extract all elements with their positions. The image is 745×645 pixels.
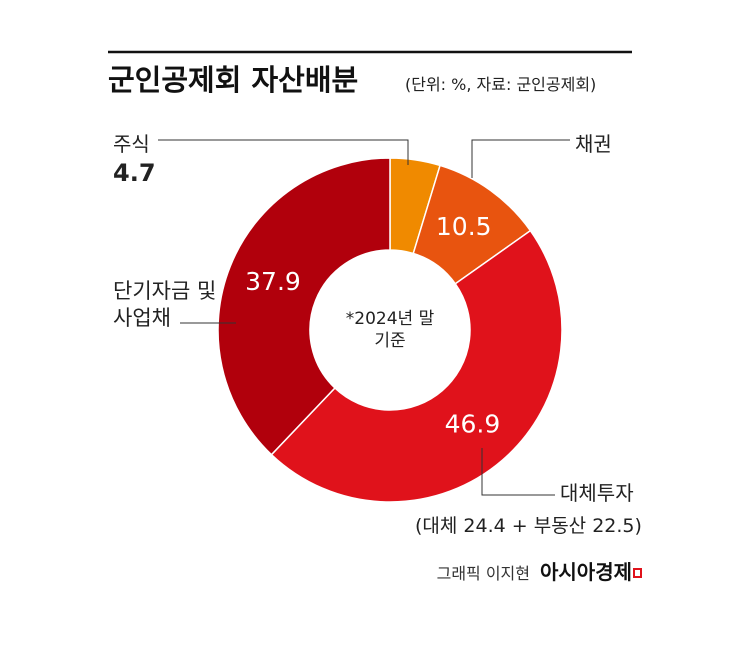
- category-label: 주식: [113, 132, 150, 156]
- value-label: 37.9: [245, 267, 301, 296]
- note: (대체 24.4 + 부동산 22.5): [415, 515, 642, 537]
- credit-text: 그래픽 이지현: [437, 564, 530, 583]
- value-label: 46.9: [445, 409, 501, 438]
- leader-line: [481, 448, 555, 496]
- chart-title: 군인공제회 자산배분: [108, 63, 358, 97]
- donut-slice: [217, 157, 391, 456]
- leader-line: [471, 139, 570, 178]
- donut-slice: [270, 229, 563, 503]
- category-label: 단기자금 및 사업채: [113, 279, 217, 331]
- value-label: 4.7: [113, 159, 156, 187]
- donut: 10.5 46.9 37.9: [217, 157, 563, 503]
- logo-mark: [633, 568, 642, 578]
- value-label: 10.5: [436, 212, 492, 241]
- logo: 아시아경제: [540, 560, 632, 584]
- credit: 그래픽 이지현 아시아경제: [437, 560, 632, 584]
- leader-line: [158, 139, 409, 165]
- category-label: 대체투자: [560, 481, 634, 505]
- annotation: *2024년 말 기준: [345, 309, 435, 352]
- chart-subtitle: (단위: %, 자료: 군인공제회): [405, 75, 596, 94]
- category-label: 채권: [575, 132, 612, 156]
